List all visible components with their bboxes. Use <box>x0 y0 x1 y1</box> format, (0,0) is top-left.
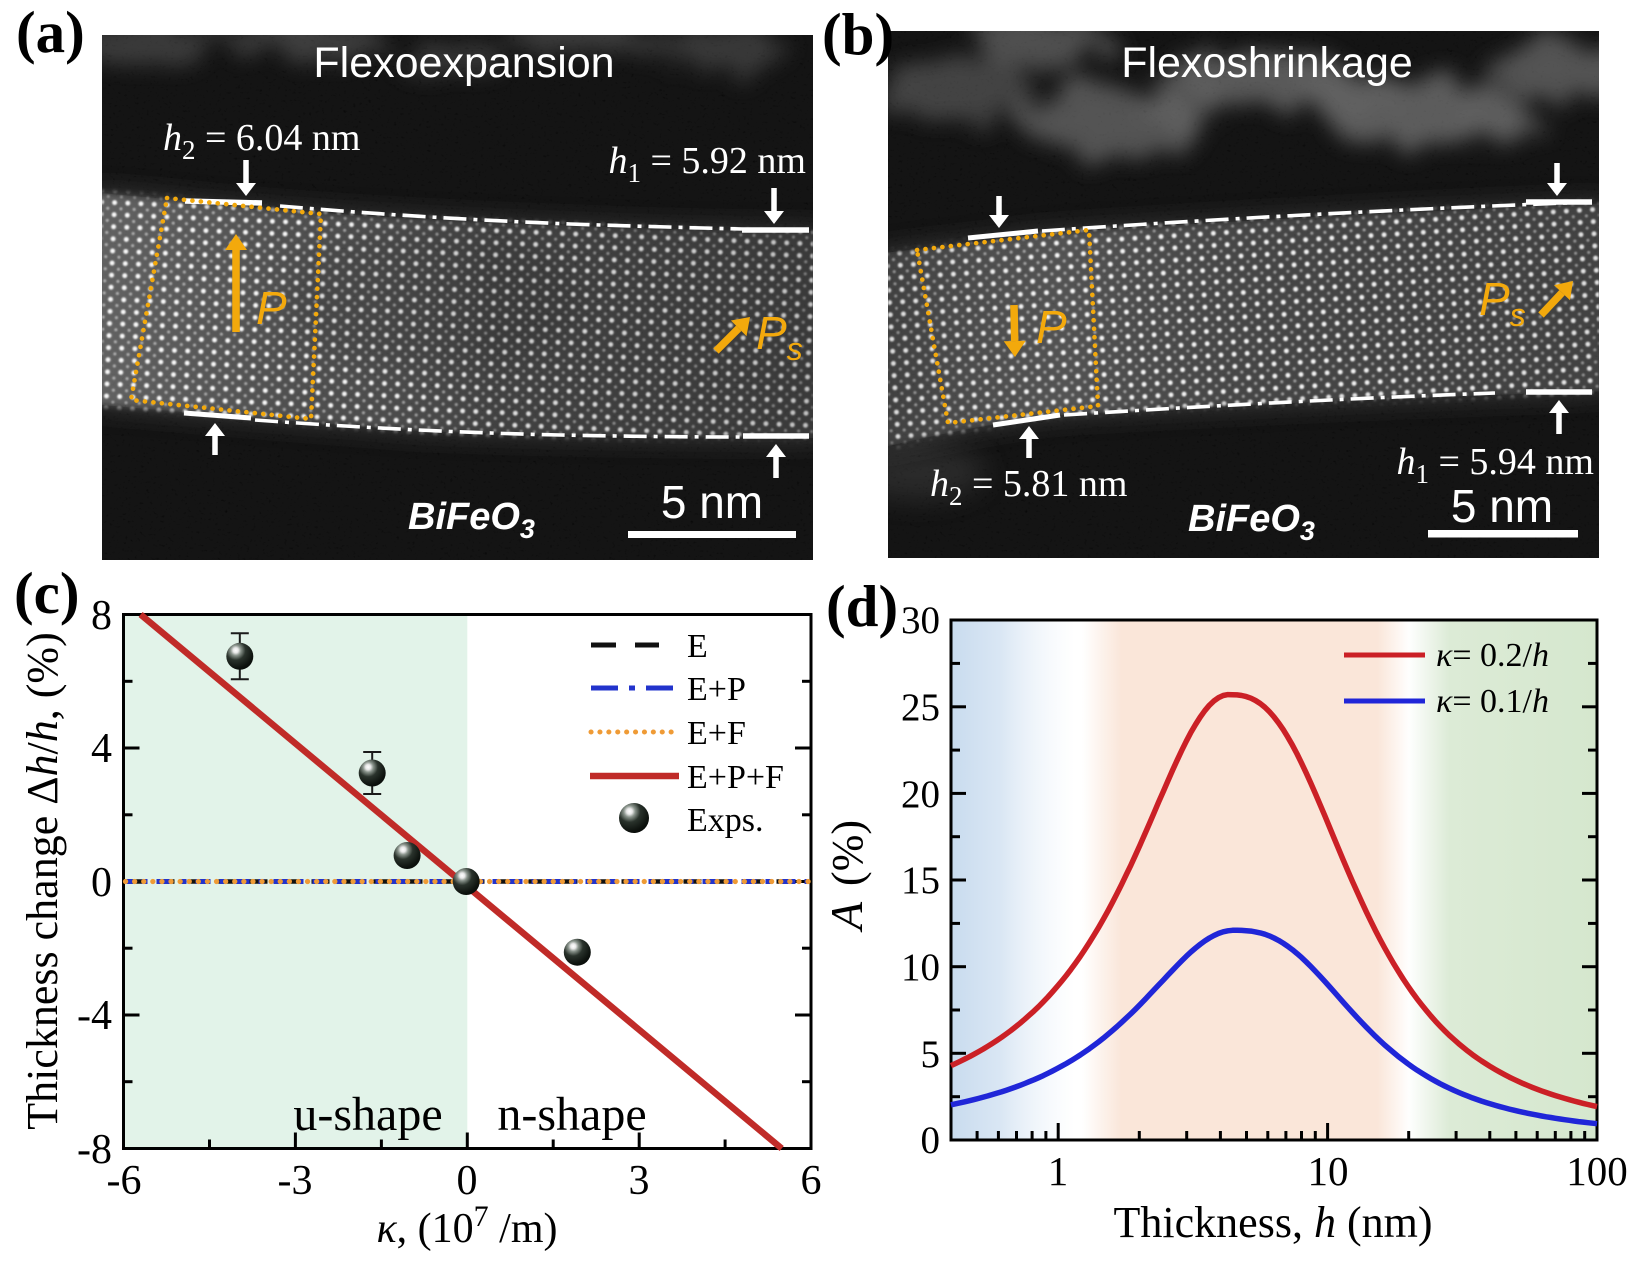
svg-text:Exps.: Exps. <box>687 802 764 839</box>
svg-text:n-shape: n-shape <box>497 1088 646 1141</box>
svg-text:Ps: Ps <box>1479 273 1526 333</box>
svg-text:-8: -8 <box>77 1127 112 1173</box>
svg-text:BiFeO3: BiFeO3 <box>1188 498 1315 546</box>
svg-text:1: 1 <box>1048 1148 1069 1194</box>
svg-text:30: 30 <box>901 599 940 642</box>
svg-text:-3: -3 <box>278 1158 313 1204</box>
svg-text:10: 10 <box>901 946 940 989</box>
svg-text:κ= 0.2/h: κ= 0.2/h <box>1436 637 1549 674</box>
svg-text:-4: -4 <box>77 993 112 1039</box>
svg-text:P: P <box>1036 301 1067 353</box>
svg-text:E+P: E+P <box>687 671 746 708</box>
svg-text:h1 = 5.92 nm: h1 = 5.92 nm <box>609 140 807 188</box>
svg-text:5 nm: 5 nm <box>1451 480 1553 532</box>
svg-text:10: 10 <box>1308 1148 1349 1194</box>
svg-text:(a): (a) <box>16 0 85 65</box>
svg-text:Flexoshrinkage: Flexoshrinkage <box>1121 39 1413 87</box>
svg-text:BiFeO3: BiFeO3 <box>408 496 535 544</box>
svg-text:(b): (b) <box>822 1 894 67</box>
svg-text:Thickness, h (nm): Thickness, h (nm) <box>1114 1198 1433 1247</box>
svg-text:5: 5 <box>921 1033 941 1076</box>
svg-text:4: 4 <box>91 726 112 772</box>
svg-text:8: 8 <box>91 593 112 639</box>
svg-text:-6: -6 <box>107 1158 142 1204</box>
svg-text:20: 20 <box>901 773 940 816</box>
svg-text:E+F: E+F <box>687 715 746 752</box>
svg-text:h2 = 6.04 nm: h2 = 6.04 nm <box>163 117 361 165</box>
svg-text:Flexoexpansion: Flexoexpansion <box>313 39 614 87</box>
svg-text:E: E <box>687 628 708 665</box>
svg-text:(d): (d) <box>826 573 898 639</box>
svg-text:Thickness change Δh/h, (%): Thickness change Δh/h, (%) <box>18 632 67 1130</box>
svg-text:6: 6 <box>801 1158 822 1204</box>
svg-text:h2 = 5.81 nm: h2 = 5.81 nm <box>930 463 1128 511</box>
svg-text:100: 100 <box>1566 1148 1628 1194</box>
svg-text:0: 0 <box>457 1158 478 1204</box>
svg-text:0: 0 <box>91 860 112 906</box>
svg-text:5 nm: 5 nm <box>661 476 763 528</box>
svg-text:(c): (c) <box>14 560 79 626</box>
svg-text:3: 3 <box>629 1158 650 1204</box>
svg-text:u-shape: u-shape <box>293 1088 442 1141</box>
svg-text:P: P <box>256 282 287 334</box>
svg-text:κ= 0.1/h: κ= 0.1/h <box>1436 683 1549 720</box>
svg-text:0: 0 <box>921 1119 941 1162</box>
svg-text:15: 15 <box>901 859 940 902</box>
svg-text:E+P+F: E+P+F <box>687 759 784 796</box>
svg-text:25: 25 <box>901 686 940 729</box>
svg-text:A (%): A (%) <box>821 820 872 933</box>
svg-text:κ, (107 /m): κ, (107 /m) <box>377 1200 558 1252</box>
svg-text:h1 = 5.94 nm: h1 = 5.94 nm <box>1397 441 1595 489</box>
